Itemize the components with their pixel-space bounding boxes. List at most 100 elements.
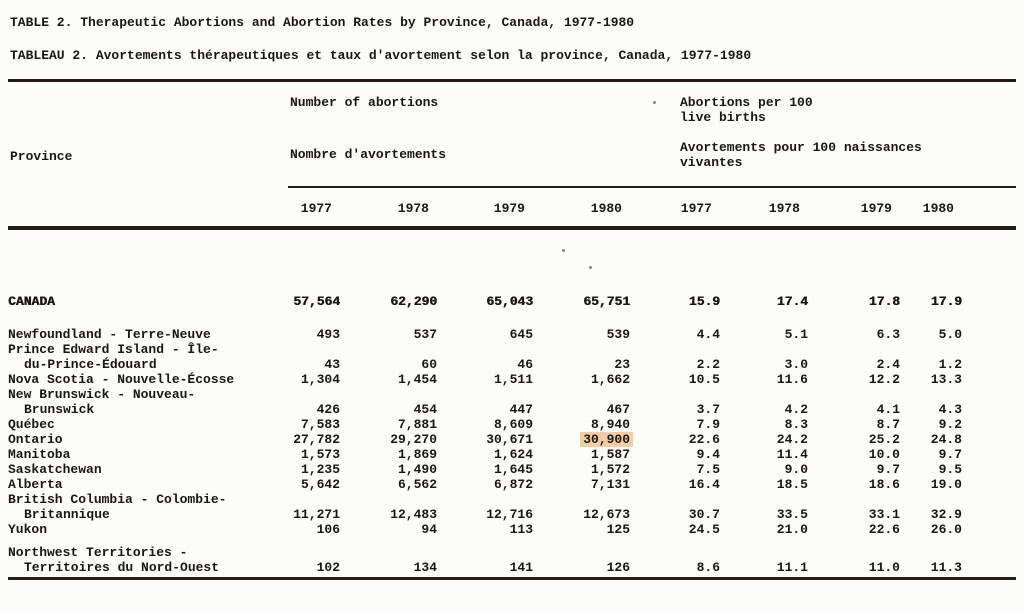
value-cell: 11.3	[930, 560, 962, 575]
value-cell: 1.2	[938, 357, 962, 372]
value-cell: 10.5	[688, 372, 720, 387]
value-cell: 1,869	[397, 447, 437, 462]
value-cell: 8.6	[696, 560, 720, 575]
value-cell	[533, 492, 630, 507]
value-cell: 102	[316, 560, 340, 575]
value-cell	[288, 387, 340, 402]
header-divider-rule	[288, 186, 1016, 188]
row-spacer	[8, 537, 962, 545]
year-header: 1980	[590, 201, 622, 216]
value-cell	[340, 545, 437, 560]
value-cell: 9.2	[938, 417, 962, 432]
value-cell: 13.3	[930, 372, 962, 387]
value-cell: 17.9	[930, 294, 962, 309]
value-cell: 2.2	[696, 357, 720, 372]
value-cell: 1,235	[300, 462, 340, 477]
value-cell: 24.8	[930, 432, 962, 447]
value-cell: 24.5	[688, 522, 720, 537]
province-label: Britannique	[24, 507, 110, 522]
value-cell: 33.5	[776, 507, 808, 522]
province-label: Territoires du Nord-Ouest	[24, 560, 220, 575]
value-cell: 62,290	[390, 294, 437, 309]
table-row: CANADA 57,564 62,290 65,043 65,751 15.9 …	[8, 294, 962, 309]
value-cell: 3.7	[696, 402, 720, 417]
province-label: Nova Scotia - Nouvelle-Écosse	[8, 372, 235, 387]
value-cell: 11.4	[776, 447, 808, 462]
value-cell: 467	[606, 402, 630, 417]
value-cell: 18.6	[868, 477, 900, 492]
bottom-rule	[8, 577, 1016, 580]
value-cell: 8,940	[590, 417, 630, 432]
value-cell: 9.4	[696, 447, 720, 462]
value-cell	[288, 545, 340, 560]
value-cell	[808, 492, 900, 507]
value-cell: 9.5	[938, 462, 962, 477]
value-cell: 8.7	[876, 417, 900, 432]
table-row: Saskatchewan 1,235 1,490 1,645 1,572 7.5…	[8, 462, 962, 477]
province-label: CANADA	[8, 294, 55, 309]
year-header: 1977	[680, 201, 712, 216]
value-cell	[900, 387, 962, 402]
value-cell: 4.3	[938, 402, 962, 417]
value-cell: 5.0	[938, 327, 962, 342]
value-cell: 113	[509, 522, 533, 537]
value-cell: 22.6	[868, 522, 900, 537]
value-cell: 134	[413, 560, 437, 575]
value-cell: 17.8	[868, 294, 900, 309]
value-cell: 10.0	[868, 447, 900, 462]
value-cell	[808, 545, 900, 560]
table-row: Nova Scotia - Nouvelle-Écosse 1,304 1,45…	[8, 372, 962, 387]
value-cell: 426	[316, 402, 340, 417]
table-row: Yukon 106 94 113 125 24.5 21.0 22.6 26.0	[8, 522, 962, 537]
value-cell: 1,304	[300, 372, 340, 387]
value-cell: 11,271	[293, 507, 340, 522]
value-cell	[808, 387, 900, 402]
value-cell: 7.5	[696, 462, 720, 477]
table-row: Northwest Territories -	[8, 545, 962, 560]
value-cell: 645	[509, 327, 533, 342]
value-cell: 11.6	[776, 372, 808, 387]
value-cell: 4.1	[876, 402, 900, 417]
header-bottom-rule	[8, 226, 1016, 230]
value-cell	[437, 492, 533, 507]
column-group-counts-fr: Nombre d'avortements	[290, 147, 447, 162]
value-cell	[340, 492, 437, 507]
province-label: Yukon	[8, 522, 48, 537]
value-cell: 1,645	[493, 462, 533, 477]
province-label: Northwest Territories -	[8, 545, 188, 560]
column-group-rates-fr: Avortements pour 100 naissances vivantes	[680, 140, 922, 170]
scan-speck	[562, 249, 565, 252]
value-cell	[533, 342, 630, 357]
value-cell: 4.2	[784, 402, 808, 417]
row-spacer	[8, 309, 962, 327]
year-header: 1980	[922, 201, 954, 216]
value-cell: 6,562	[397, 477, 437, 492]
value-cell: 57,564	[293, 294, 340, 309]
value-cell	[340, 342, 437, 357]
table-row: Newfoundland - Terre-Neuve 493 537 645 5…	[8, 327, 962, 342]
value-cell: 1,573	[300, 447, 340, 462]
scan-speck	[589, 266, 592, 269]
table-row: New Brunswick - Nouveau-	[8, 387, 962, 402]
column-group-rates-en: Abortions per 100 live births	[680, 95, 813, 125]
value-cell: 11.0	[868, 560, 900, 575]
province-label: Prince Edward Island - Île-	[8, 342, 219, 357]
data-table: CANADA 57,564 62,290 65,043 65,751 15.9 …	[8, 294, 962, 575]
value-cell	[808, 342, 900, 357]
value-cell: 27,782	[293, 432, 340, 447]
value-cell: 537	[413, 327, 437, 342]
value-cell: 1,454	[397, 372, 437, 387]
table-row: Brunswick 426 454 447 467 3.7 4.2 4.1 4.…	[8, 402, 962, 417]
value-cell: 19.0	[930, 477, 962, 492]
table-row: Alberta 5,642 6,562 6,872 7,131 16.4 18.…	[8, 477, 962, 492]
value-cell: 94	[421, 522, 437, 537]
value-cell	[630, 387, 720, 402]
column-header-province: Province	[10, 149, 73, 164]
value-cell: 6,872	[493, 477, 533, 492]
value-cell: 7,881	[397, 417, 437, 432]
table-row: Britannique 11,271 12,483 12,716 12,673 …	[8, 507, 962, 522]
value-cell	[340, 387, 437, 402]
province-label: Manitoba	[8, 447, 71, 462]
value-cell: 1,572	[590, 462, 630, 477]
value-cell: 539	[606, 327, 630, 342]
